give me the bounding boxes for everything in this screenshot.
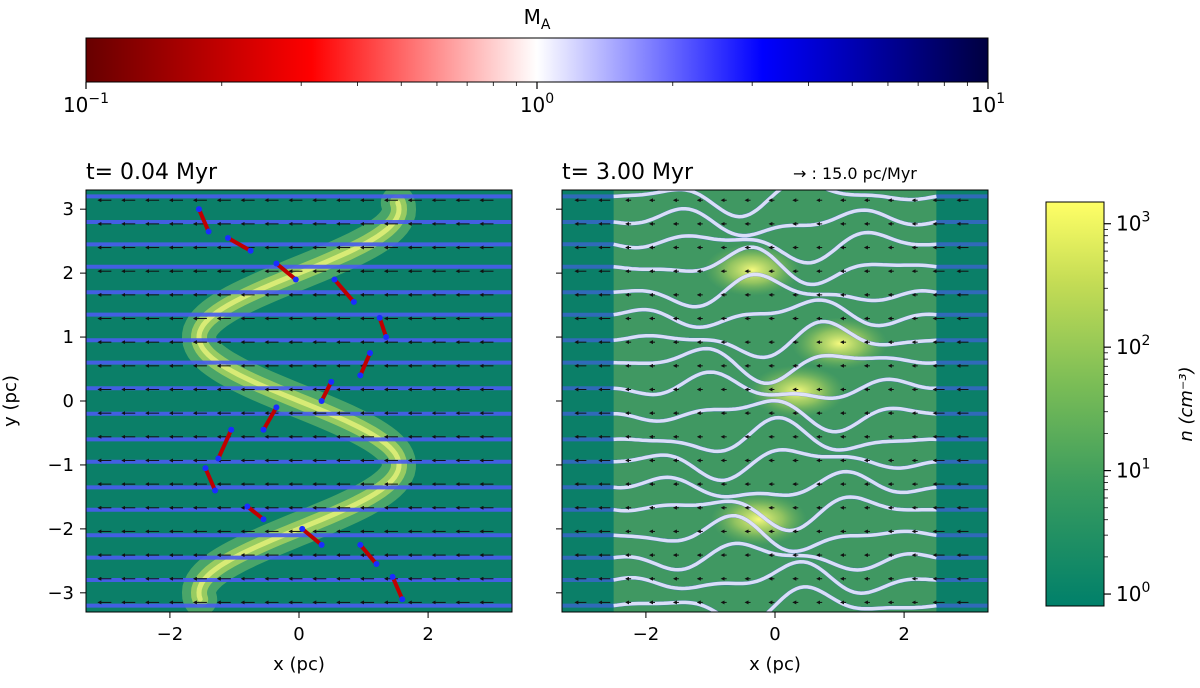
sub-alfvenic-segment: [203, 466, 218, 493]
y-tick-label: 0: [63, 391, 74, 412]
segment-endpoint: [205, 228, 212, 235]
segment-endpoint: [292, 276, 299, 283]
density-colorbar-tick-label: 100: [1116, 580, 1150, 606]
y-tick-label: 2: [63, 263, 74, 284]
dense-clump: [710, 493, 807, 546]
field-line: [613, 346, 937, 386]
field-line: [613, 206, 937, 238]
mach-colorbar-label: MA: [524, 5, 551, 33]
field-line: [613, 398, 937, 434]
sub-alfvenic-segment: [300, 526, 324, 547]
density-colorbar-gradient: [1045, 201, 1105, 607]
segment-endpoint: [357, 372, 364, 379]
quiver-key: → : 15.0 pc/Myr: [793, 164, 917, 183]
segment-endpoint: [318, 398, 325, 404]
sub-alfvenic-segment: [245, 504, 266, 522]
x-tick-label: 2: [898, 624, 909, 645]
density-colorbar: 100 101 102 103 n (cm⁻³): [1045, 201, 1197, 607]
segment-endpoint: [350, 298, 357, 305]
x-tick-label: 2: [422, 624, 433, 645]
field-line: [613, 448, 937, 483]
segment-endpoint: [299, 525, 306, 532]
panel-right-xlabel: x (pc): [749, 654, 801, 675]
segment-endpoint: [383, 334, 390, 341]
y-tick-label: −1: [47, 455, 74, 476]
y-tick-label: −3: [47, 583, 74, 604]
segment-endpoint: [202, 465, 209, 472]
segment-endpoint: [244, 503, 251, 510]
mach-colorbar: MA 10−1 100 101: [63, 5, 1005, 117]
field-line: [613, 560, 937, 595]
segment-endpoint: [228, 426, 235, 433]
segment-endpoint: [399, 596, 406, 603]
segment-endpoint: [212, 487, 219, 494]
density-colorbar-tick-label: 101: [1116, 457, 1150, 483]
panel-left-title: t= 0.04 Myr: [86, 160, 218, 185]
sub-alfvenic-segment: [261, 405, 279, 432]
segment-endpoint: [376, 314, 383, 321]
segment-endpoint: [389, 573, 396, 580]
segment-endpoint: [260, 516, 267, 523]
density-colorbar-label: n (cm⁻³): [1176, 366, 1197, 441]
sub-alfvenic-segment: [319, 379, 334, 403]
segment-endpoint: [367, 350, 373, 357]
field-line: [613, 495, 937, 533]
x-tick-label: 0: [293, 624, 304, 645]
sub-alfvenic-segment: [196, 207, 211, 234]
field-line: [613, 230, 937, 265]
field-line: [613, 319, 937, 360]
segment-endpoint: [195, 206, 202, 213]
mach-colorbar-tick-label: 10−1: [63, 91, 109, 117]
sub-alfvenic-segment: [377, 315, 389, 340]
mach-colorbar-tick-label: 100: [520, 91, 554, 117]
sub-alfvenic-segment: [226, 235, 253, 253]
panel-right: t= 3.00 Myr → : 15.0 pc/Myr −2 0 2 x (pc): [556, 160, 989, 675]
segment-endpoint: [373, 561, 380, 568]
y-tick-label: −2: [47, 519, 74, 540]
field-line: [613, 272, 937, 309]
field-line: [613, 541, 937, 572]
mach-colorbar-gradient: [85, 37, 989, 83]
segment-endpoint: [318, 541, 325, 548]
panel-left-ylabel: y (pc): [0, 375, 21, 427]
segment-endpoint: [273, 404, 280, 411]
panel-left: t= 0.04 Myr −2 0 2 −3 −2 −1 0 1 2 3 x (pc) y (pc): [0, 160, 513, 675]
segment-endpoint: [273, 260, 280, 267]
segment-endpoint: [225, 234, 231, 241]
segment-endpoint: [357, 541, 364, 548]
density-colorbar-tick-label: 103: [1116, 210, 1150, 236]
field-line: [613, 298, 937, 330]
field-line: [613, 190, 937, 219]
dense-clump: [749, 365, 846, 418]
x-tick-label: 0: [769, 624, 780, 645]
segment-endpoint: [247, 247, 254, 254]
segment-endpoint: [328, 378, 335, 385]
x-tick-label: −2: [633, 624, 660, 645]
y-tick-label: 3: [63, 199, 74, 220]
panel-right-title: t= 3.00 Myr: [562, 160, 694, 185]
segment-endpoint: [331, 276, 338, 283]
sub-alfvenic-segment: [358, 351, 372, 378]
x-tick-label: −2: [157, 624, 184, 645]
field-line: [613, 585, 937, 612]
panel-left-xlabel: x (pc): [273, 654, 325, 675]
sub-alfvenic-segment: [390, 574, 405, 602]
sub-alfvenic-segment: [274, 261, 298, 282]
field-line: [613, 513, 937, 554]
sub-alfvenic-segment: [216, 427, 234, 461]
field-line: [613, 415, 937, 454]
y-tick-label: 1: [63, 327, 74, 348]
field-line: [613, 245, 937, 287]
field-line: [613, 469, 937, 499]
mach-colorbar-tick-label: 101: [971, 91, 1005, 117]
sub-alfvenic-segment: [358, 542, 379, 567]
segment-endpoint: [260, 426, 267, 433]
segment-endpoint: [215, 455, 222, 462]
sub-alfvenic-segment: [332, 277, 356, 304]
field-line: [613, 370, 937, 400]
density-colorbar-tick-label: 102: [1116, 333, 1150, 359]
